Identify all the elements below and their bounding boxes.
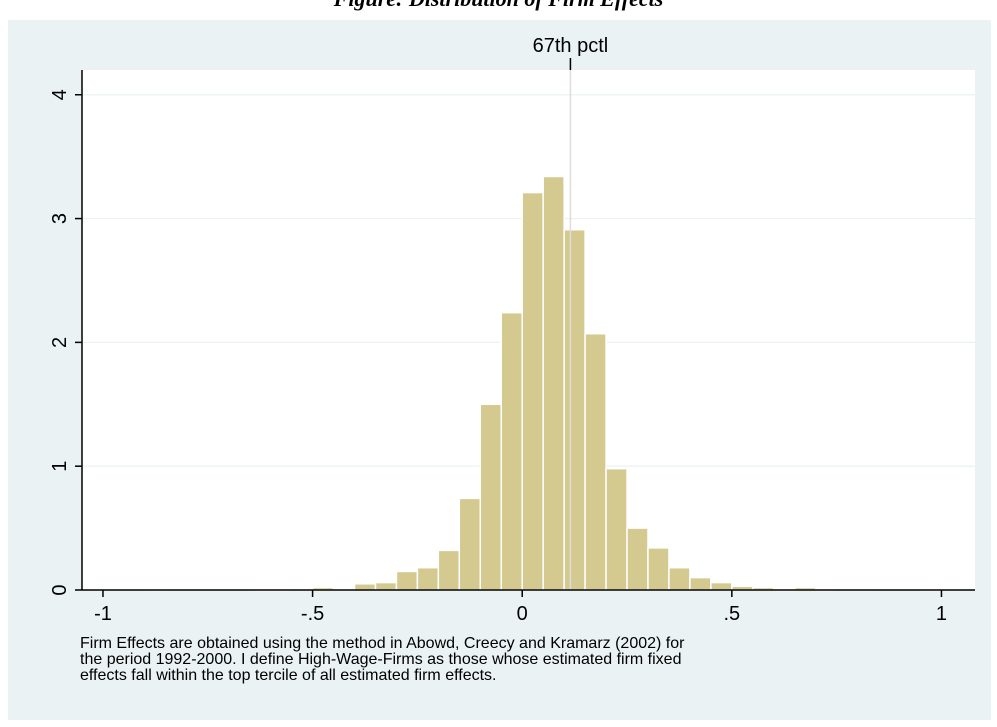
histogram-bar bbox=[395, 570, 419, 591]
x-tick: -1 bbox=[94, 590, 112, 625]
histogram-bar bbox=[626, 527, 649, 591]
y-tick-label: 2 bbox=[49, 337, 71, 348]
note-line-2: the period 1992-2000. I define High-Wage… bbox=[80, 651, 682, 668]
y-tick-label: 3 bbox=[49, 213, 71, 224]
histogram-bar bbox=[353, 583, 377, 591]
histogram-bar bbox=[521, 191, 544, 591]
y-tick: 4 bbox=[49, 89, 82, 100]
reference-line-group: 67th pctl bbox=[533, 35, 609, 590]
x-tick: 1 bbox=[936, 590, 947, 625]
histogram-bar bbox=[668, 566, 691, 591]
histogram-bar bbox=[437, 549, 461, 591]
x-tick: -.5 bbox=[301, 590, 324, 625]
figure-note: Firm Effects are obtained using the meth… bbox=[80, 636, 880, 684]
histogram-bar bbox=[542, 175, 565, 591]
y-tick: 0 bbox=[49, 584, 82, 596]
x-tick: 0 bbox=[517, 590, 528, 625]
histogram-bar bbox=[689, 576, 712, 591]
y-tick: 2 bbox=[49, 337, 82, 348]
y-tick: 1 bbox=[49, 461, 82, 472]
x-tick-label: -.5 bbox=[301, 603, 324, 625]
y-tick-label: 4 bbox=[49, 89, 71, 100]
histogram-bar bbox=[563, 228, 586, 591]
y-tick: 3 bbox=[49, 213, 82, 224]
x-tick-label: -1 bbox=[94, 603, 112, 625]
histogram-bar bbox=[647, 547, 670, 591]
y-tick-label: 0 bbox=[49, 584, 71, 595]
histogram-bar bbox=[710, 581, 733, 591]
x-tick-label: 1 bbox=[936, 603, 947, 625]
histogram-bar bbox=[374, 581, 398, 591]
axes: 0 1 2 3 4 -1 -.5 0 .5 1 bbox=[49, 70, 975, 625]
histogram-bar bbox=[605, 467, 628, 591]
figure-title: Figure: Distribution of Firm Effects bbox=[0, 0, 997, 12]
x-tick: .5 bbox=[723, 590, 740, 625]
histogram-bar bbox=[479, 403, 502, 591]
note-line-3: effects fall within the top tercile of a… bbox=[80, 667, 497, 684]
note-line-1: Firm Effects are obtained using the meth… bbox=[80, 635, 685, 652]
x-tick-label: 0 bbox=[517, 603, 528, 625]
x-tick-label: .5 bbox=[723, 603, 740, 625]
histogram-bar bbox=[458, 497, 482, 591]
histogram-bar bbox=[500, 311, 523, 591]
reference-line-label: 67th pctl bbox=[533, 35, 609, 57]
histogram-bar bbox=[584, 332, 607, 591]
histogram-bars bbox=[144, 175, 964, 592]
histogram-bar bbox=[416, 566, 440, 591]
y-tick-label: 1 bbox=[49, 461, 71, 472]
